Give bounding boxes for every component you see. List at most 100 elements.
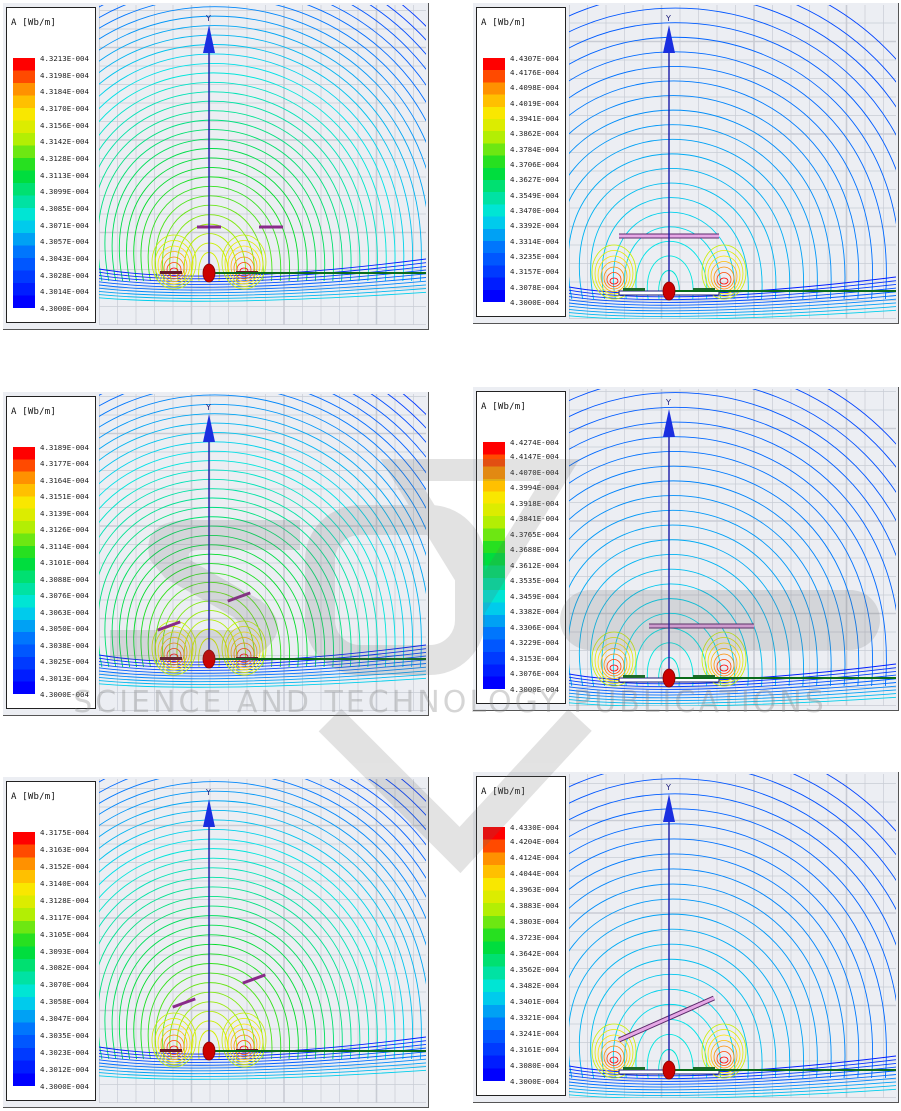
contour-line [99,1058,426,1072]
contour-line [590,568,763,687]
legend-value: 4.3128E-004 [40,896,89,905]
contour-line [704,637,744,684]
contour-line [169,991,255,1060]
upper-plate [618,996,715,1042]
contour-line [154,240,194,287]
contour-line [111,915,326,1060]
contour-line [99,119,343,282]
contour-line [569,480,846,687]
contour-line [162,591,264,668]
contour-line [569,124,818,300]
contour-line [147,572,282,668]
contour-line [569,1070,896,1085]
contour-line [701,1023,747,1079]
contour-line [99,848,387,1060]
contour-line [104,516,334,668]
contour-line [99,91,370,282]
contour-line [713,266,735,290]
contour-line [224,240,264,287]
contour-line [133,944,299,1060]
contour-line [99,809,422,1060]
contour-line [99,1062,426,1075]
contour-line [157,631,191,671]
contour-line [591,244,637,300]
contour-line [147,186,282,282]
legend-value: 4.3198E-004 [40,71,89,80]
lower-coil-left [623,1067,645,1070]
legend-value: 4.3918E-004 [510,499,559,508]
legend-value: 4.3063E-004 [40,608,89,617]
contour-line [569,37,896,227]
hotspots [591,244,747,300]
contour-line [224,626,264,673]
contour-line [601,583,749,687]
legend-value: 4.3235E-004 [510,252,559,261]
legend-value: 4.3000E-004 [510,298,559,307]
contour-line [569,823,887,1079]
contour-line [160,637,188,668]
contour-line [716,659,732,674]
legend-value: 4.3047E-004 [40,1014,89,1023]
legend-value: 4.3023E-004 [40,1048,89,1057]
contour-line [99,1036,426,1055]
contour-line [569,109,832,300]
contour-line [569,80,860,300]
lower-coil-right [693,1067,715,1070]
legend-value: 4.4098E-004 [510,83,559,92]
contour-line [99,422,422,668]
legend-value: 4.3070E-004 [40,980,89,989]
contour-line [719,664,729,672]
contour-line [99,506,343,668]
hotspots [591,1023,747,1079]
contour-line [233,256,255,280]
contour-line [569,291,896,306]
legend-value: 4.3627E-004 [510,175,559,184]
contour-line [606,272,622,287]
contour-line [590,958,763,1079]
contour-line [603,1045,625,1069]
contour-line [569,302,896,315]
color-legend: A [Wb/m] 4.3213E-004 4.3198E-004 4.3184E-00… [6,7,96,323]
legend-color-bar [13,832,35,1086]
contour-line [713,653,735,677]
contour-line [99,62,396,282]
color-legend: A [Wb/m] 4.4307E-004 4.4176E-004 4.4098E-00… [476,7,566,317]
contour-line [99,1069,426,1080]
origin-marker [662,668,676,688]
legend-value: 4.3459E-004 [510,592,559,601]
contour-line [606,659,622,674]
legend-value: 4.3156E-004 [40,121,89,130]
contour-line [140,176,290,282]
lower-coil [160,1049,182,1052]
legend-value: 4.3177E-004 [40,459,89,468]
lower-coil-right [693,675,715,678]
y-axis-label: Y [665,14,671,23]
color-legend: A [Wb/m] 4.4274E-004 4.4147E-004 4.4070E-00… [476,391,566,704]
legend-value: 4.4274E-004 [510,438,559,447]
upper-coil [242,973,266,985]
field-contours [569,774,896,1098]
legend-value: 4.4204E-004 [510,837,559,846]
contour-line [160,251,188,282]
contour-line [603,266,625,290]
origin-marker [662,281,676,301]
contour-line [166,262,182,277]
legend-value: 4.3862E-004 [510,129,559,138]
lower-coil [160,657,182,660]
contour-line [569,682,896,696]
contour-line [221,234,267,290]
contour-line [99,666,426,680]
contour-line [99,1066,426,1077]
contour-line [716,1051,732,1066]
legend-value: 4.3642E-004 [510,949,559,958]
y-axis-arrow-icon [663,794,675,822]
contour-line [99,460,387,668]
contour-line [569,465,860,687]
y-axis-label: Y [665,783,671,792]
y-axis-arrow-icon [203,799,215,827]
contour-line [569,1074,896,1088]
legend-value: 4.3994E-004 [510,483,559,492]
contour-line [99,857,378,1060]
origin-marker [662,1060,676,1080]
legend-value: 4.3175E-004 [40,828,89,837]
